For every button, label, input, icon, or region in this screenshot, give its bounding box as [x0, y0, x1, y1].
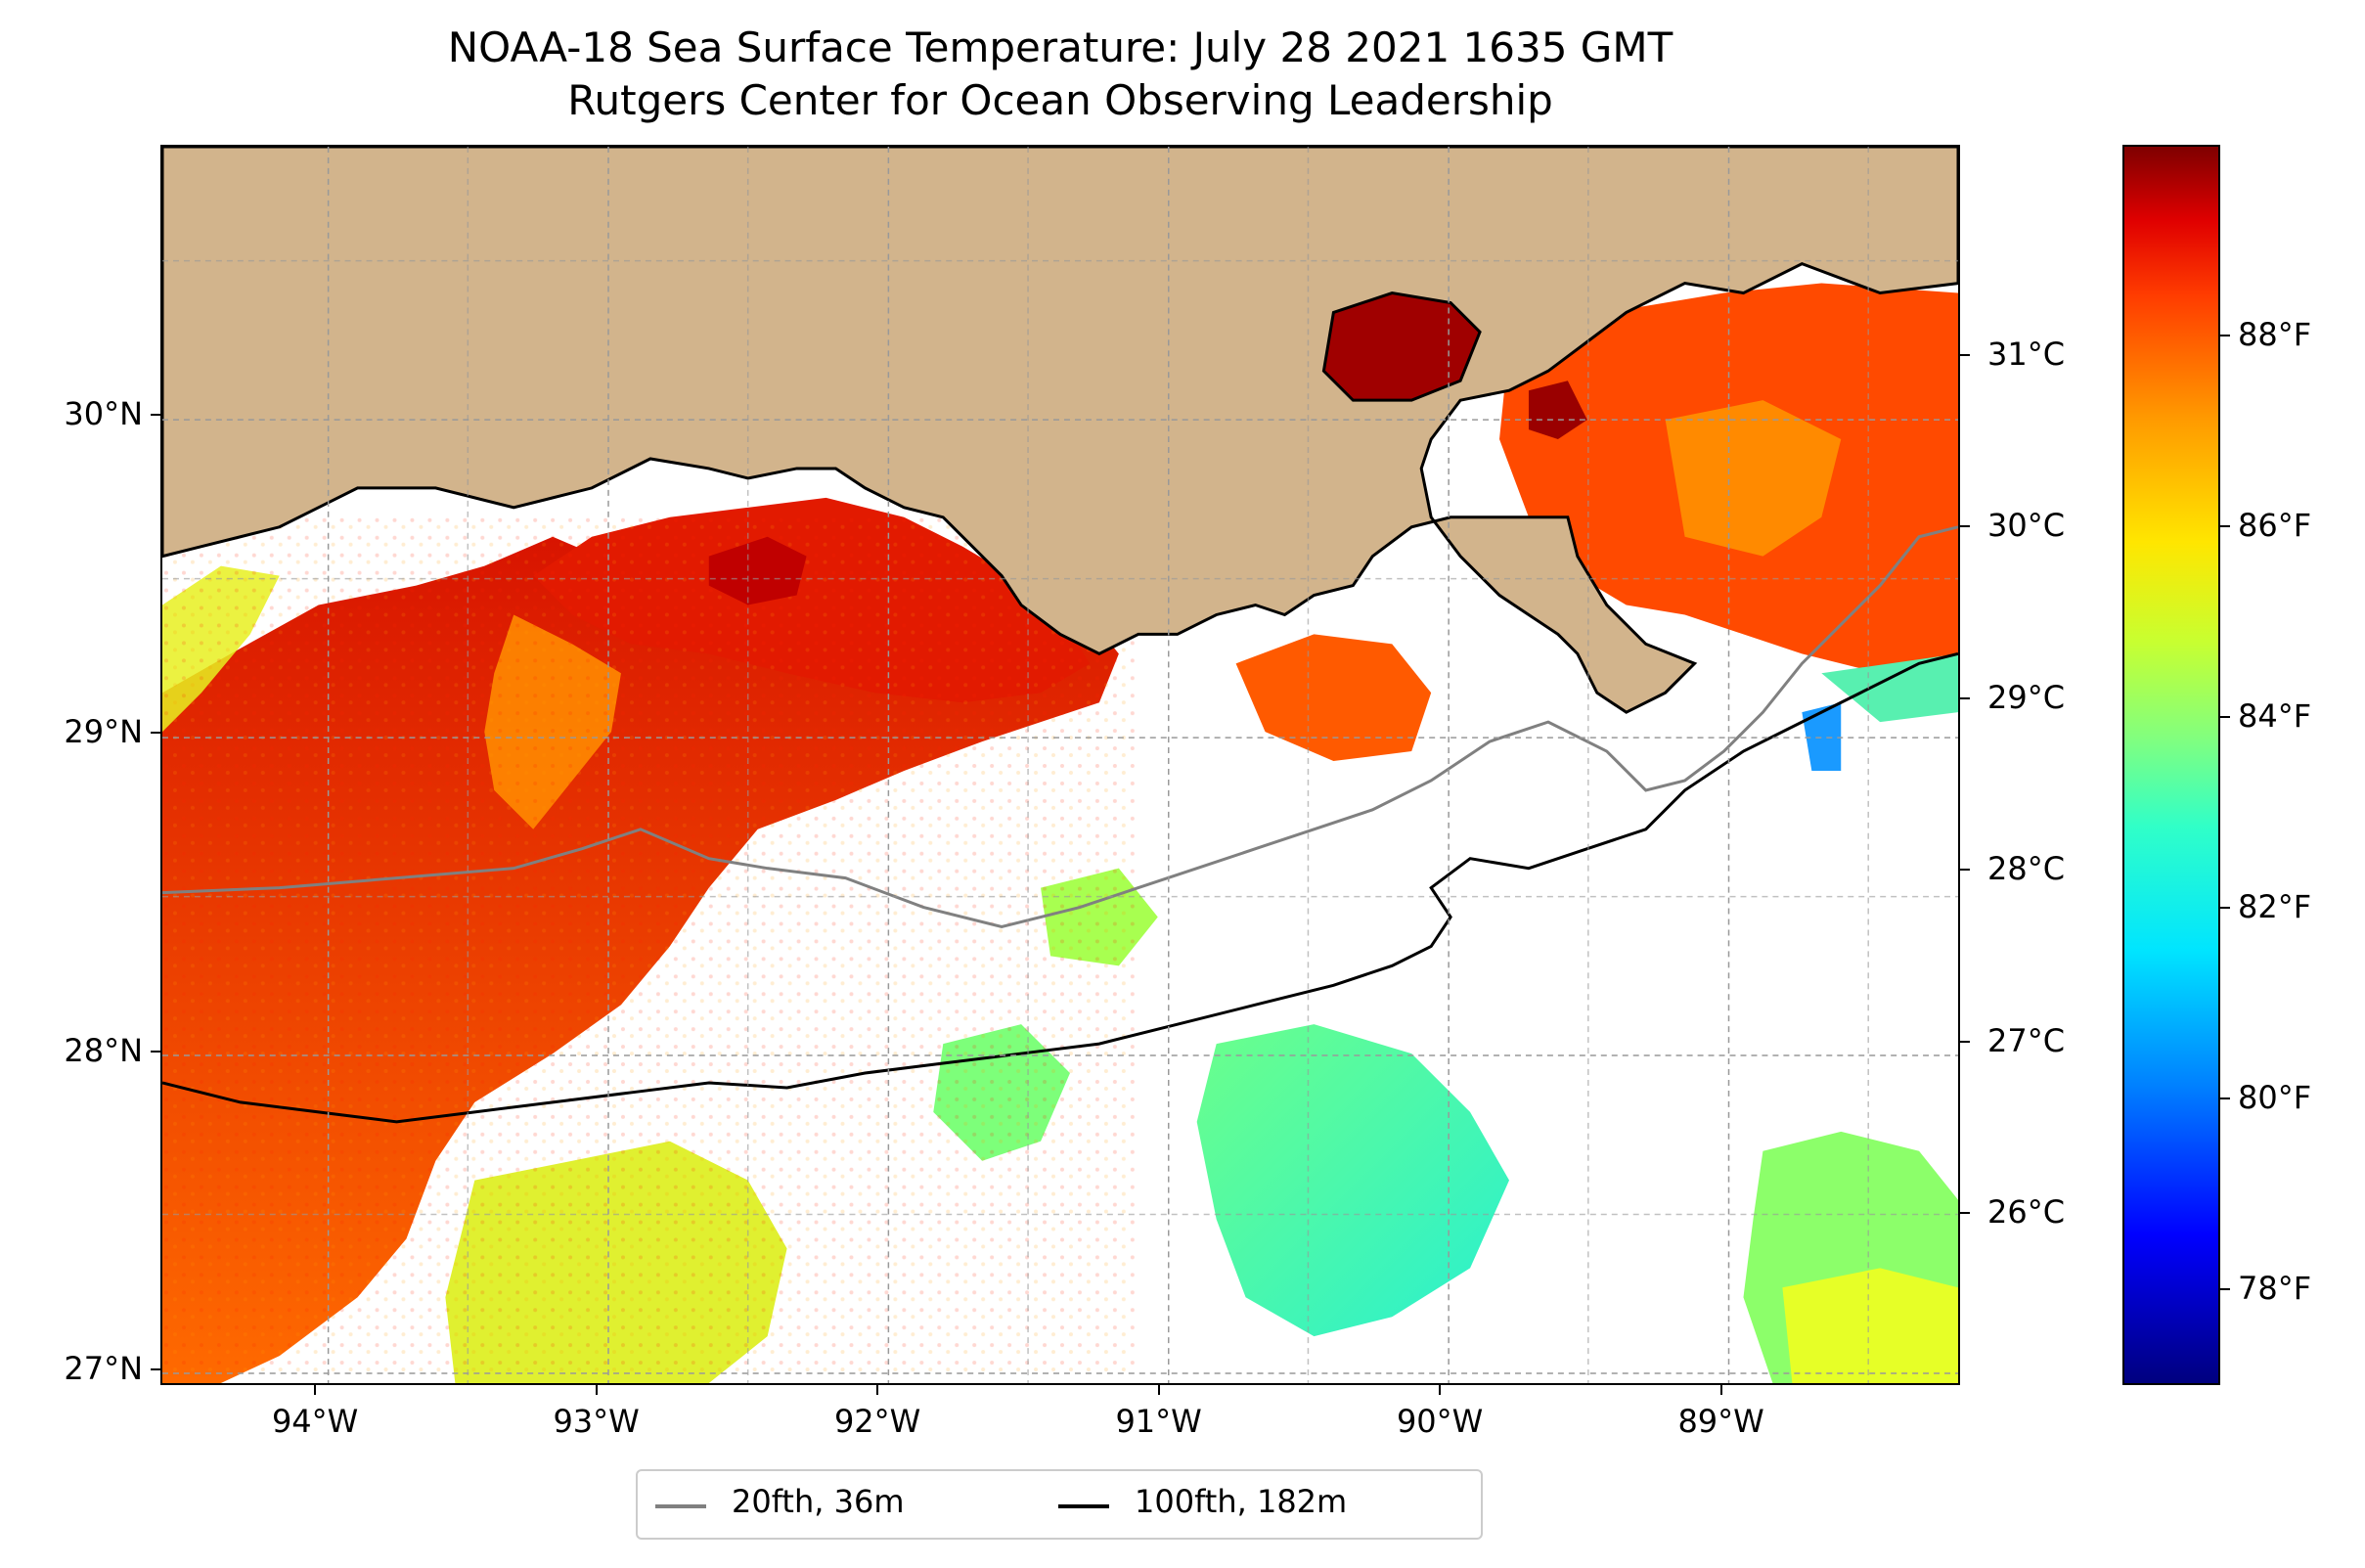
lat-tick-mark	[151, 414, 160, 417]
legend-line-20fth	[655, 1504, 706, 1508]
colorbar-f-tick-mark	[2220, 716, 2230, 719]
sst-field-layer	[162, 283, 1958, 1383]
sst-plume-east-central	[1235, 634, 1432, 762]
contour-20fth	[162, 525, 1958, 929]
lat-tick-mark	[151, 1367, 160, 1370]
legend-line-100fth	[1058, 1504, 1109, 1508]
legend-label-20fth: 20fth, 36m	[732, 1483, 905, 1520]
sst-cool-east-mid	[1821, 653, 1958, 723]
lon-tick-mark	[1439, 1385, 1442, 1395]
chart-title: NOAA-18 Sea Surface Temperature: July 28…	[447, 23, 1673, 71]
colorbar-f-tick-mark	[2220, 335, 2230, 337]
colorbar-f-tick-label: 78°F	[2238, 1270, 2312, 1308]
sst-cool-central	[1196, 1024, 1509, 1337]
lon-tick-mark	[876, 1385, 879, 1395]
lake-warm-water	[1321, 291, 1482, 402]
land-mass	[162, 147, 1958, 714]
sst-orange-east	[1665, 400, 1842, 557]
lat-tick-label: 28°N	[64, 1031, 143, 1069]
lon-tick-mark	[595, 1385, 598, 1395]
colorbar-c-tick-label: 26°C	[1987, 1193, 2066, 1232]
colorbar-c-tick-label: 31°C	[1987, 335, 2066, 373]
colorbar-c-tick-label: 30°C	[1987, 507, 2066, 545]
colorbar-c-tick-mark	[1960, 353, 1970, 356]
colorbar-c-tick-mark	[1960, 696, 1970, 699]
colorbar-f-tick-label: 88°F	[2238, 316, 2312, 354]
lon-tick-label: 91°W	[1115, 1403, 1202, 1440]
map-panel	[160, 145, 1960, 1385]
lake-west-warm	[708, 536, 807, 605]
colorbar-c-tick-mark	[1960, 1212, 1970, 1215]
lat-tick-mark	[151, 1050, 160, 1053]
sst-speckle-texture	[162, 516, 1138, 1376]
colorbar-c-tick-label: 28°C	[1987, 850, 2066, 888]
lon-tick-label: 92°W	[833, 1403, 921, 1440]
colorbar-c-tick-mark	[1960, 1040, 1970, 1043]
contour-100fth	[162, 651, 1958, 1124]
colorbar-f-tick-label: 82°F	[2238, 888, 2312, 926]
river-mouth-warm	[1528, 381, 1587, 440]
colorbar-f-tick-label: 86°F	[2238, 507, 2312, 545]
lon-tick-mark	[314, 1385, 317, 1395]
sst-yellow-south-east	[1782, 1268, 1958, 1383]
colorbar-f-tick-label: 80°F	[2238, 1079, 2312, 1117]
temperature-colorbar	[2122, 145, 2220, 1385]
contour-legend: 20fth, 36m 100fth, 182m	[636, 1469, 1483, 1540]
colorbar-f-tick-mark	[2220, 1288, 2230, 1291]
colorbar-c-tick-label: 29°C	[1987, 678, 2066, 716]
lon-tick-mark	[1157, 1385, 1160, 1395]
colorbar-c-tick-label: 27°C	[1987, 1021, 2066, 1059]
lon-tick-label: 90°W	[1396, 1403, 1484, 1440]
legend-label-100fth: 100fth, 182m	[1135, 1483, 1348, 1520]
chart-subtitle: Rutgers Center for Ocean Observing Leade…	[567, 76, 1553, 124]
sst-blue-spot-east	[1802, 702, 1842, 771]
lat-tick-label: 29°N	[64, 713, 143, 751]
colorbar-f-tick-mark	[2220, 525, 2230, 528]
colorbar-c-tick-mark	[1960, 869, 1970, 872]
colorbar-f-tick-mark	[2220, 907, 2230, 910]
lon-tick-label: 89°W	[1677, 1403, 1764, 1440]
colorbar-c-tick-mark	[1960, 525, 1970, 528]
lon-tick-mark	[1719, 1385, 1722, 1395]
map-gridlines	[162, 147, 1958, 1383]
lat-tick-mark	[151, 732, 160, 735]
lon-tick-label: 93°W	[553, 1403, 640, 1440]
colorbar-f-tick-mark	[2220, 1098, 2230, 1100]
lat-tick-label: 30°N	[64, 395, 143, 433]
map-canvas	[162, 147, 1958, 1383]
colorbar-f-tick-label: 84°F	[2238, 697, 2312, 736]
lat-tick-label: 27°N	[64, 1349, 143, 1387]
lon-tick-label: 94°W	[271, 1403, 359, 1440]
